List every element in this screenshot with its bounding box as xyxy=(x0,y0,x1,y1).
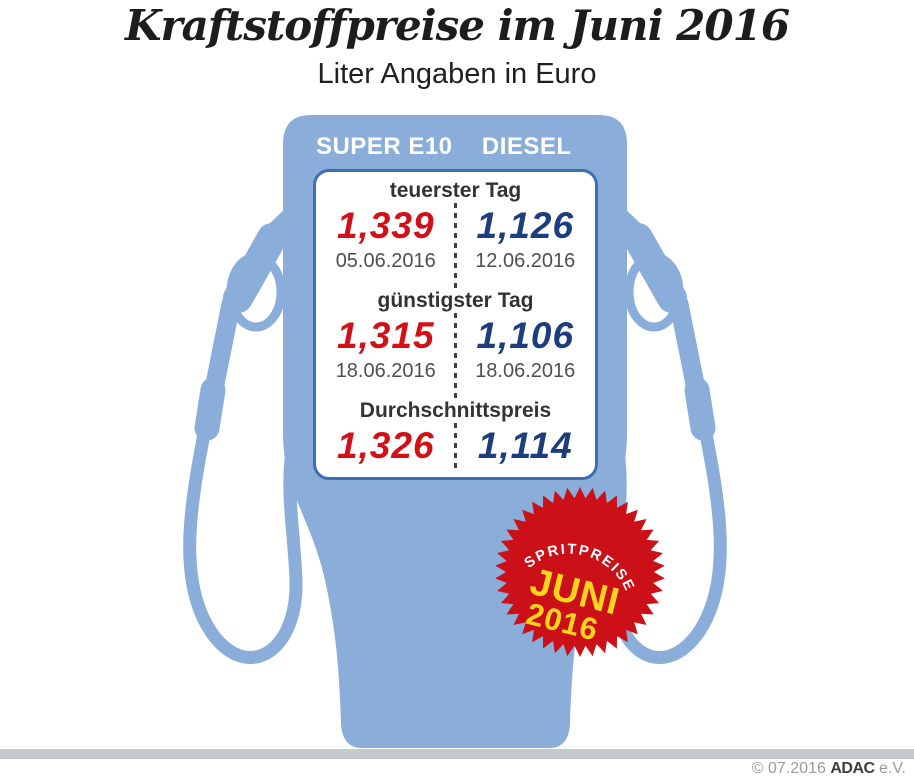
section-label-average-price: Durchschnittspreis xyxy=(316,399,595,423)
footer-bar xyxy=(0,749,914,759)
starburst-icon xyxy=(495,487,665,657)
date-diesel: 12.06.2016 xyxy=(475,250,576,272)
brand-adac: ADAC xyxy=(830,760,875,777)
column-headers: SUPER E10 DIESEL xyxy=(313,130,598,164)
section-label-most-expensive-day: teuerster Tag xyxy=(316,179,595,203)
date-super-e10: 05.06.2016 xyxy=(335,250,436,272)
price-diesel: 1,106 xyxy=(476,315,575,356)
column-divider xyxy=(453,203,457,469)
price-row: 1,315 1,106 xyxy=(316,313,595,358)
date-row: 18.06.2016 18.06.2016 xyxy=(316,358,595,384)
price-row: 1,339 1,126 xyxy=(316,203,595,248)
price-panel: teuerster Tag 1,339 1,126 05.06.2016 12.… xyxy=(313,169,598,480)
page-subtitle: Liter Angaben in Euro xyxy=(317,58,597,90)
copyright-suffix: e.V. xyxy=(879,760,906,777)
page-title: Kraftstoffpreise im Juni 2016 xyxy=(124,1,790,50)
price-super-e10: 1,339 xyxy=(336,205,435,246)
price-super-e10: 1,315 xyxy=(336,315,435,356)
column-header-super-e10: SUPER E10 xyxy=(315,133,453,160)
price-row: 1,326 1,114 xyxy=(316,423,595,468)
copyright: © 07.2016 ADAC e.V. xyxy=(752,760,906,778)
column-header-diesel: DIESEL xyxy=(481,133,572,160)
date-diesel: 18.06.2016 xyxy=(475,360,576,382)
price-diesel: 1,114 xyxy=(477,425,573,466)
date-super-e10: 18.06.2016 xyxy=(335,360,436,382)
copyright-date: © 07.2016 xyxy=(751,760,826,777)
price-diesel: 1,126 xyxy=(476,205,575,246)
starburst-badge: SPRITPREISE JUNI 2016 xyxy=(495,487,665,657)
section-label-cheapest-day: günstigster Tag xyxy=(316,289,595,313)
price-super-e10: 1,326 xyxy=(336,425,435,466)
date-row: 05.06.2016 12.06.2016 xyxy=(316,248,595,274)
